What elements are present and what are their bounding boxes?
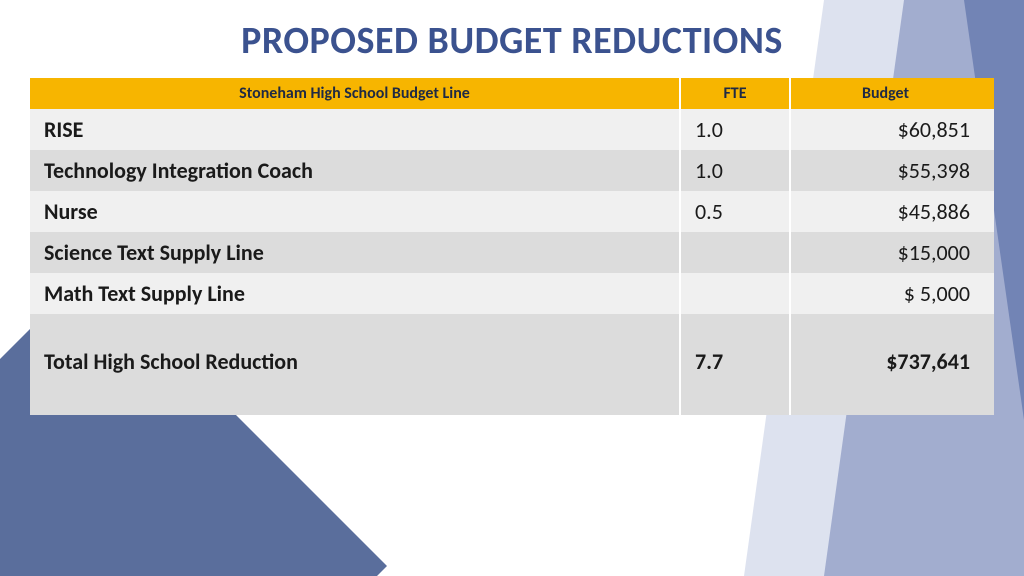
cell-budget: $15,000 bbox=[790, 232, 994, 273]
cell-budget: $60,851 bbox=[790, 109, 994, 150]
cell-line: Science Text Supply Line bbox=[30, 232, 680, 273]
col-header-line: Stoneham High School Budget Line bbox=[30, 78, 680, 109]
table-header-row: Stoneham High School Budget Line FTE Bud… bbox=[30, 78, 994, 109]
slide-content: PROPOSED BUDGET REDUCTIONS Stoneham High… bbox=[0, 0, 1024, 415]
table-row: Science Text Supply Line $15,000 bbox=[30, 232, 994, 273]
slide-title: PROPOSED BUDGET REDUCTIONS bbox=[30, 18, 994, 64]
table-spacer-row bbox=[30, 314, 994, 338]
col-header-fte: FTE bbox=[680, 78, 790, 109]
cell-budget: $55,398 bbox=[790, 150, 994, 191]
cell-fte: 1.0 bbox=[680, 109, 790, 150]
cell-fte bbox=[680, 232, 790, 273]
table-row: Nurse 0.5 $45,886 bbox=[30, 191, 994, 232]
total-fte: 7.7 bbox=[680, 338, 790, 415]
table-total-row: Total High School Reduction 7.7 $737,641 bbox=[30, 338, 994, 415]
cell-fte bbox=[680, 273, 790, 314]
table-row: RISE 1.0 $60,851 bbox=[30, 109, 994, 150]
cell-fte: 0.5 bbox=[680, 191, 790, 232]
cell-line: Math Text Supply Line bbox=[30, 273, 680, 314]
total-budget: $737,641 bbox=[790, 338, 994, 415]
table-row: Technology Integration Coach 1.0 $55,398 bbox=[30, 150, 994, 191]
cell-budget: $45,886 bbox=[790, 191, 994, 232]
cell-budget: $ 5,000 bbox=[790, 273, 994, 314]
cell-line: Nurse bbox=[30, 191, 680, 232]
budget-table: Stoneham High School Budget Line FTE Bud… bbox=[30, 78, 994, 415]
col-header-budget: Budget bbox=[790, 78, 994, 109]
cell-fte: 1.0 bbox=[680, 150, 790, 191]
cell-line: RISE bbox=[30, 109, 680, 150]
total-line: Total High School Reduction bbox=[30, 338, 680, 415]
cell-line: Technology Integration Coach bbox=[30, 150, 680, 191]
table-row: Math Text Supply Line $ 5,000 bbox=[30, 273, 994, 314]
